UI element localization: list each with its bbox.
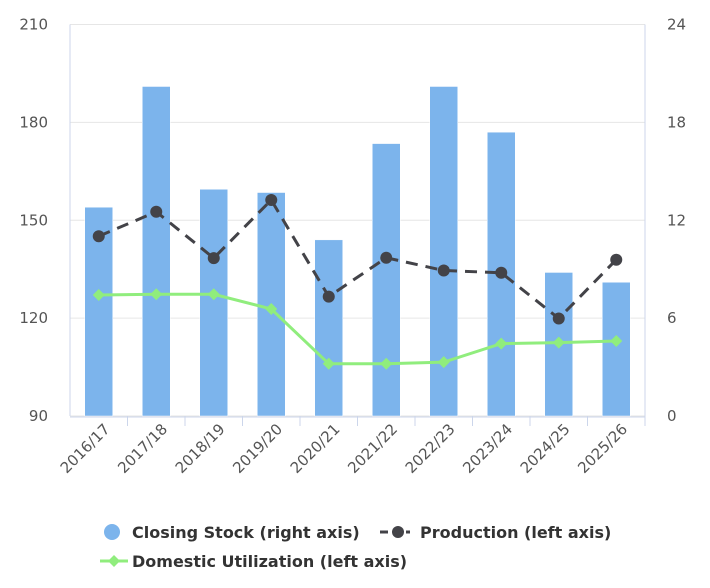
legend-label-domestic-utilization: Domestic Utilization (left axis) [132,552,407,571]
point-production [495,266,508,279]
legend-label-production: Production (left axis) [420,523,611,542]
x-axis-tick-label: 2024/25 [517,420,574,477]
x-axis-tick-label: 2025/26 [574,420,631,477]
right-axis-tick-label: 18 [667,113,686,131]
point-production [610,253,623,266]
bar-closing-stock [199,189,228,417]
right-axis-tick-label: 6 [667,309,677,327]
bar-closing-stock [142,86,171,417]
left-axis-tick-label: 210 [19,16,48,34]
point-production [437,264,450,277]
x-axis-tick-label: 2020/21 [287,420,344,477]
x-axis-tick-label: 2022/23 [402,420,459,477]
point-domestic-utilization [610,334,623,347]
point-production [207,252,220,265]
bar-closing-stock [372,143,401,417]
point-domestic-utilization [552,336,565,349]
point-domestic-utilization [207,288,220,301]
point-domestic-utilization [150,288,163,301]
bar-closing-stock [602,281,631,417]
point-production [92,230,105,243]
point-production [150,205,163,218]
point-domestic-utilization [437,356,450,369]
legend-symbol-production [392,526,404,538]
right-axis-tick-label: 24 [667,16,686,34]
x-axis-tick-label: 2023/24 [459,420,516,477]
legend-symbol-domestic-utilization [108,555,120,567]
point-domestic-utilization [265,302,278,315]
left-axis-tick-label: 120 [19,309,48,327]
left-axis-tick-label: 150 [19,211,48,229]
x-axis-tick-label: 2021/22 [344,420,401,477]
right-axis-tick-label: 12 [667,211,686,229]
point-domestic-utilization [92,288,105,301]
point-production [265,194,278,207]
point-domestic-utilization [495,337,508,350]
point-domestic-utilization [380,357,393,370]
x-axis-tick-label: 2017/18 [114,420,171,477]
left-axis-tick-label: 180 [19,113,48,131]
point-production [552,312,565,325]
x-axis-tick-label: 2018/19 [172,420,229,477]
legend-label-closing-stock: Closing Stock (right axis) [132,523,360,542]
point-production [322,290,335,303]
point-production [380,251,393,264]
point-domestic-utilization [322,357,335,370]
legend-symbol-closing-stock [104,524,120,540]
line-domestic-utilization [98,292,617,366]
x-axis-tick-label: 2019/20 [229,420,286,477]
line-production [98,197,618,321]
x-axis-tick-label: 2016/17 [57,420,114,477]
right-axis-tick-label: 0 [667,407,677,425]
bar-closing-stock [314,239,343,417]
left-axis-tick-label: 90 [29,407,48,425]
